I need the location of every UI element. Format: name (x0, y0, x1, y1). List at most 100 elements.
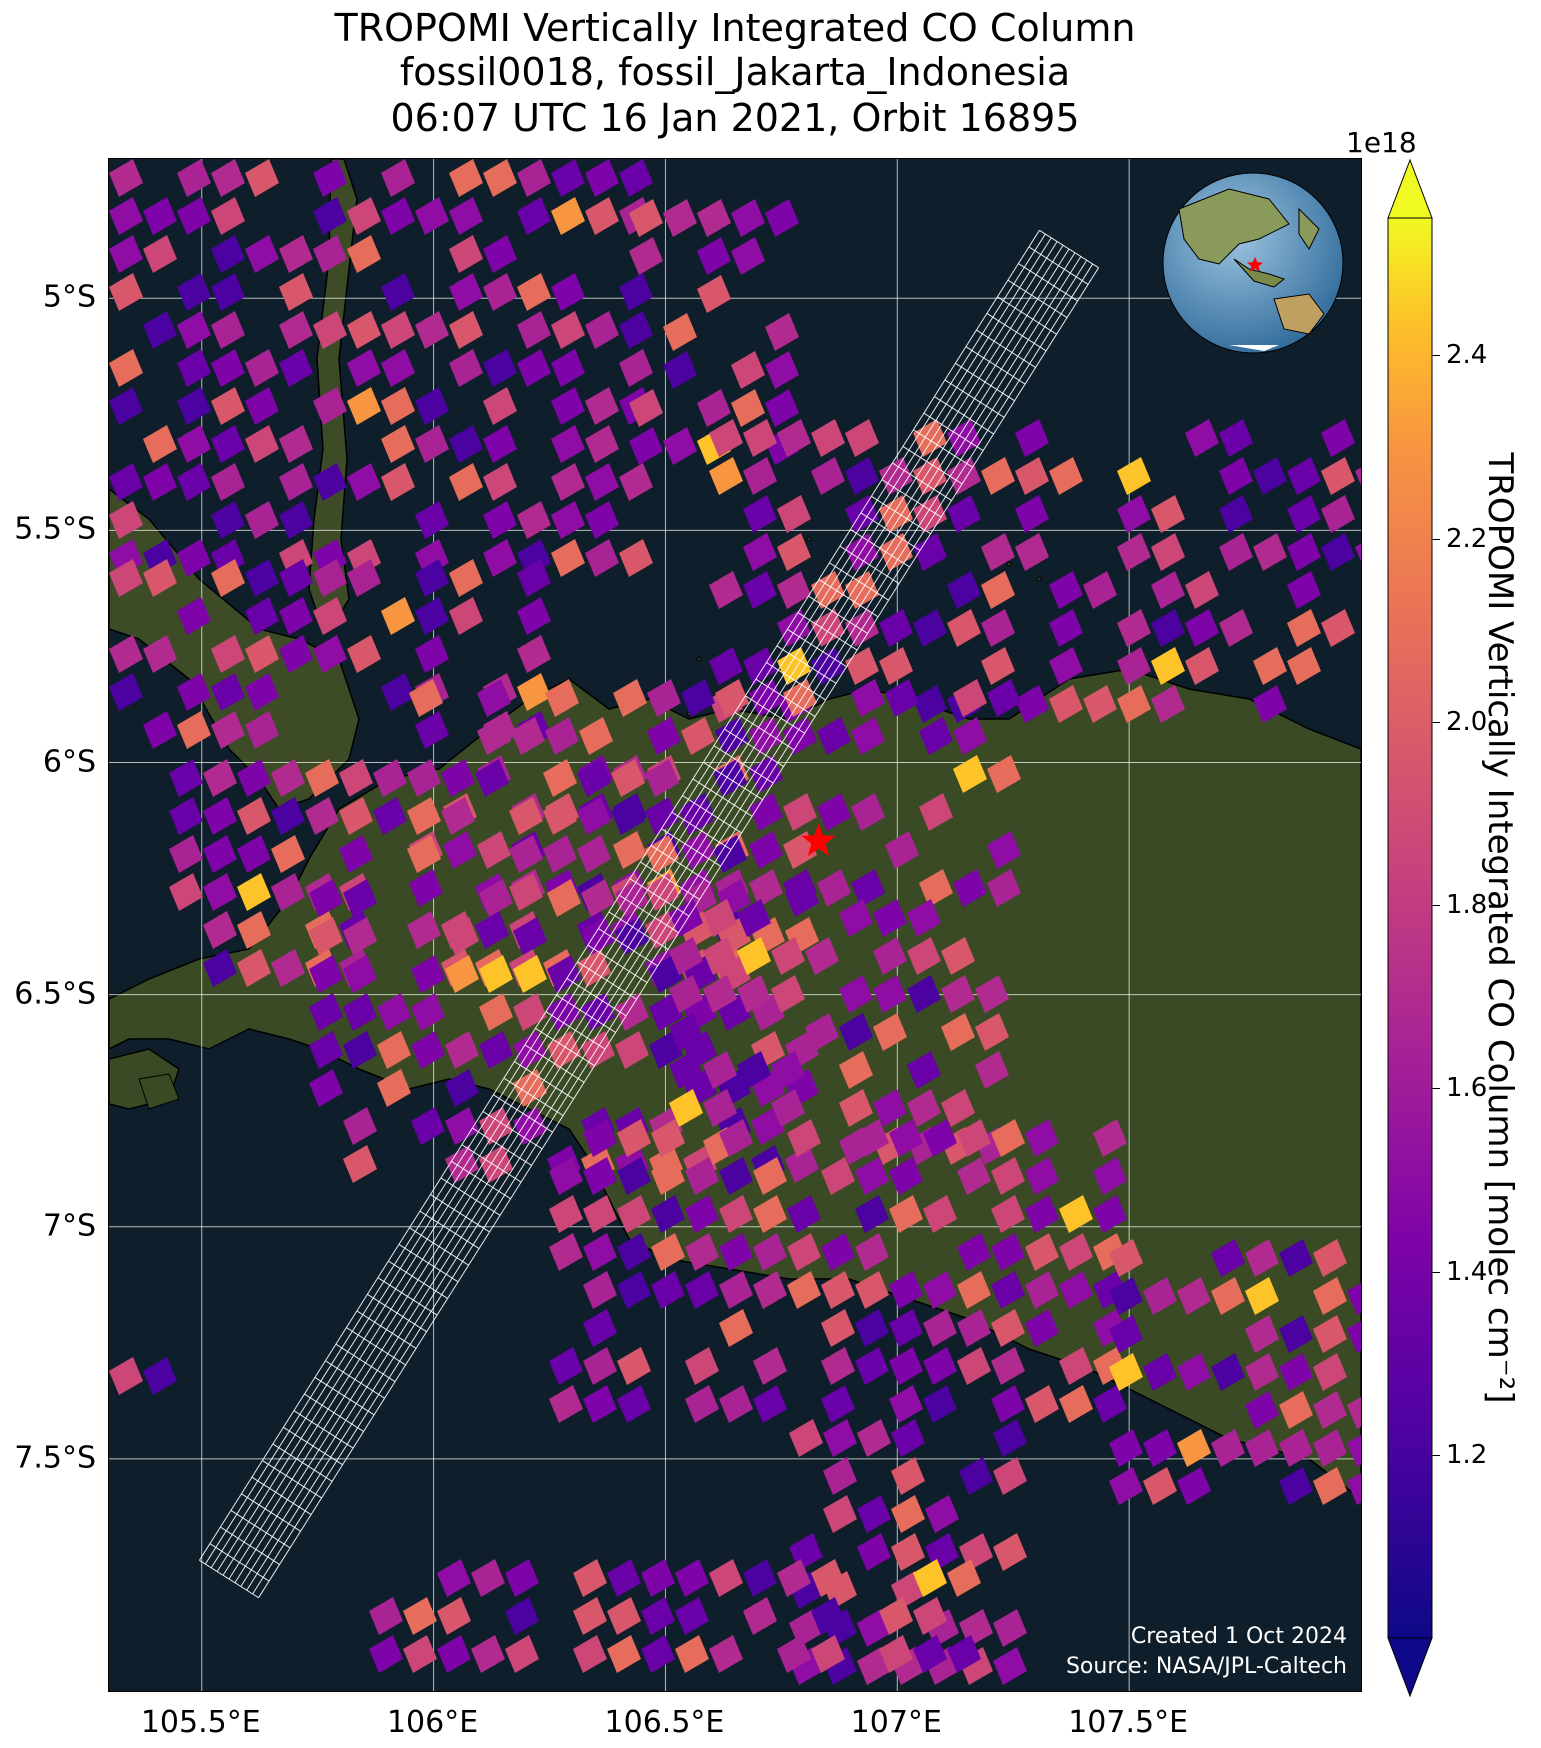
co-pixel (313, 597, 347, 635)
co-pixel (787, 1195, 821, 1233)
co-pixel (681, 717, 715, 755)
co-pixel (415, 311, 449, 349)
co-pixel (669, 1013, 703, 1051)
co-pixel (143, 1357, 177, 1395)
co-pixel (245, 597, 279, 635)
co-pixel (237, 835, 271, 873)
co-pixel (313, 311, 347, 349)
co-pixel (1245, 1315, 1279, 1353)
co-pixel (381, 425, 415, 463)
map-panel: Created 1 Oct 2024 Source: NASA/JPL-Calt… (108, 158, 1362, 1692)
co-pixel (855, 1233, 889, 1271)
co-pixel (177, 273, 211, 311)
co-pixel (913, 1597, 947, 1635)
co-pixel (313, 559, 347, 597)
co-pixel (947, 1635, 981, 1673)
co-pixel (1109, 1429, 1143, 1467)
co-pixel (611, 759, 645, 797)
co-pixel (743, 571, 777, 609)
co-pixel (483, 463, 517, 501)
co-pixel (811, 1635, 845, 1673)
co-pixel (645, 873, 679, 911)
co-pixel (941, 975, 975, 1013)
swath-along-line (246, 259, 1088, 1591)
co-pixel (339, 797, 373, 835)
colorbar-tick-label: 2.2 (1446, 523, 1488, 554)
co-pixel (585, 197, 619, 235)
co-pixel (783, 793, 817, 831)
co-pixel (143, 197, 177, 235)
co-pixel (411, 1031, 445, 1069)
co-pixel (777, 495, 811, 533)
co-pixel (403, 1597, 437, 1635)
co-pixel (715, 679, 749, 717)
co-pixel (551, 387, 585, 425)
co-pixel (817, 869, 851, 907)
co-pixel (615, 917, 649, 955)
co-pixel (339, 835, 373, 873)
co-pixel (715, 717, 749, 755)
co-pixel (709, 1559, 743, 1597)
co-pixel (1211, 1353, 1245, 1391)
co-pixel (279, 235, 313, 273)
co-pixel (709, 457, 743, 495)
co-pixel (415, 597, 449, 635)
co-pixel (1185, 571, 1219, 609)
co-pixel (913, 533, 947, 571)
co-pixel (177, 159, 211, 197)
co-pixel (697, 237, 731, 275)
co-pixel (743, 533, 777, 571)
co-pixel (839, 899, 873, 937)
co-pixel (343, 993, 377, 1031)
co-pixel (743, 1597, 777, 1635)
co-pixel (475, 911, 509, 949)
co-pixel (483, 349, 517, 387)
colorbar-tick-label: 2.4 (1446, 340, 1488, 371)
co-pixel (855, 1119, 889, 1157)
co-pixel (617, 1195, 651, 1233)
co-pixel (1219, 495, 1253, 533)
map-canvas (109, 159, 1361, 1691)
co-pixel (1321, 457, 1355, 495)
co-pixel (177, 539, 211, 577)
colorbar-tick-mark (1432, 1088, 1440, 1090)
co-pixel (177, 311, 211, 349)
co-pixel (607, 1597, 641, 1635)
co-pixel (823, 1419, 857, 1457)
co-pixel (1279, 1429, 1313, 1467)
co-pixel (993, 1419, 1027, 1457)
co-pixel (1313, 1391, 1347, 1429)
co-pixel (1219, 533, 1253, 571)
co-pixel (449, 425, 483, 463)
co-pixel (1049, 609, 1083, 647)
co-pixel (651, 1157, 685, 1195)
co-pixel (685, 1195, 719, 1233)
co-pixel (617, 1347, 651, 1385)
co-pixel (545, 717, 579, 755)
co-pixel (737, 975, 771, 1013)
co-pixel (777, 647, 811, 685)
co-pixel (169, 873, 203, 911)
co-pixel (737, 937, 771, 975)
co-pixel (697, 199, 731, 237)
co-pixel (1025, 1309, 1059, 1347)
co-pixel (1355, 543, 1361, 562)
co-pixel (607, 1635, 641, 1673)
co-pixel (143, 711, 177, 749)
co-pixel (617, 1157, 651, 1195)
co-pixel (811, 419, 845, 457)
co-pixel (313, 235, 347, 273)
co-pixel (1211, 1239, 1245, 1277)
co-pixel (109, 501, 143, 539)
co-pixel (1093, 1119, 1127, 1157)
co-pixel-layer (109, 159, 1361, 1685)
co-pixel (445, 1107, 479, 1145)
co-pixel (411, 955, 445, 993)
co-pixel (1347, 1282, 1361, 1315)
co-pixel (381, 349, 415, 387)
co-pixel (709, 647, 743, 685)
co-pixel (923, 1195, 957, 1233)
co-pixel (551, 197, 585, 235)
co-pixel (957, 1271, 991, 1309)
co-pixel (1347, 1396, 1361, 1429)
